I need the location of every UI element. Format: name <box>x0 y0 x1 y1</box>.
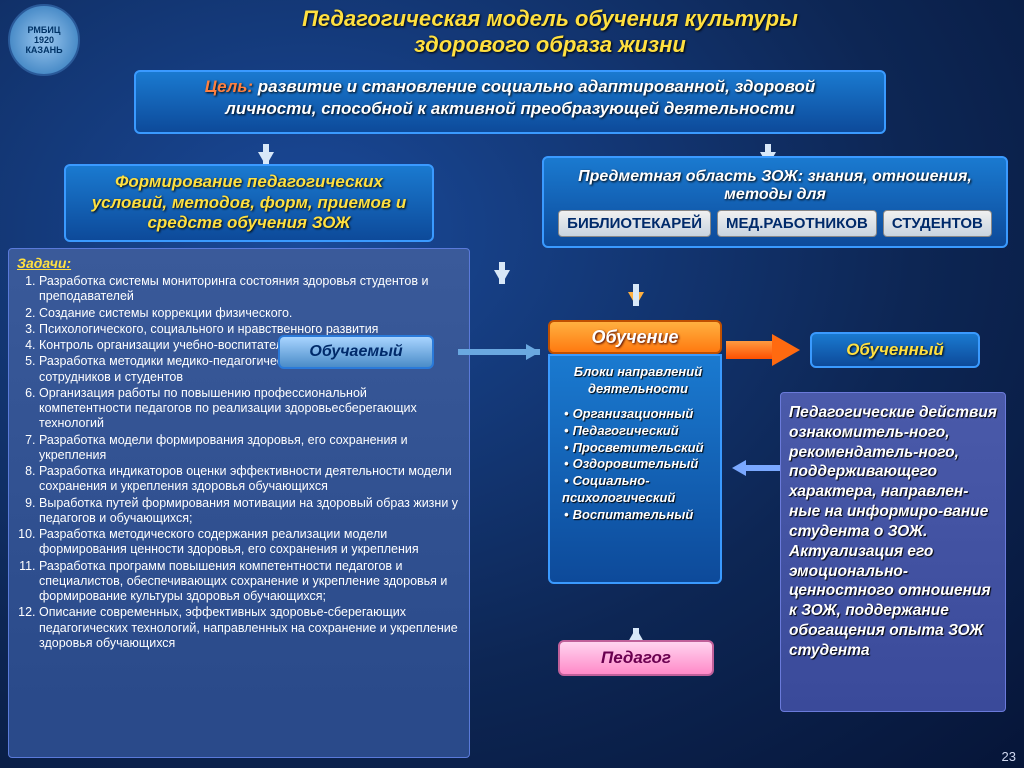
subject-head: Предметная область ЗОЖ: знания, отношени… <box>552 168 998 204</box>
learning-item: Организационный <box>562 406 714 423</box>
subject-pills: библиотекарей мед.работников студентов <box>558 210 992 237</box>
learner-text: Обучаемый <box>309 343 402 361</box>
arrow-down-icon <box>494 270 510 284</box>
pill-medworkers: мед.работников <box>717 210 877 237</box>
logo-text-2: 1920 <box>34 35 54 45</box>
ped-actions-box: Педагогические действия ознакомитель-ног… <box>780 392 1006 712</box>
learning-body: Блоки направлений деятельности Организац… <box>548 354 722 584</box>
task-item: Создание системы коррекции физического. <box>39 306 461 321</box>
task-item: Разработка программ повышения компетентн… <box>39 559 461 605</box>
learning-title: Обучение <box>591 327 678 348</box>
arrow-right-icon <box>526 344 540 360</box>
formation-box: Формирование педагогических условий, мет… <box>64 164 434 242</box>
tasks-list: Разработка системы мониторинга состояния… <box>17 274 461 651</box>
logo-text-1: РМБИЦ <box>28 25 61 35</box>
teacher-text: Педагог <box>601 648 671 668</box>
learning-sub: Блоки направлений деятельности <box>562 364 714 398</box>
learned-box: Обученный <box>810 332 980 368</box>
task-item: Разработка методического содержания реал… <box>39 527 461 558</box>
learning-item: Педагогический <box>562 423 714 440</box>
slide-title: Педагогическая модель обучения культуры … <box>260 6 840 59</box>
ped-actions-text: Педагогические действия ознакомитель-ног… <box>789 404 997 659</box>
task-item: Разработка модели формирования здоровья,… <box>39 433 461 464</box>
task-item: Разработка индикаторов оценки эффективно… <box>39 464 461 495</box>
task-item: Описание современных, эффективных здоров… <box>39 605 461 651</box>
logo-text-3: КАЗАНЬ <box>25 45 62 55</box>
learning-list: ОрганизационныйПедагогическийПросветител… <box>562 406 714 524</box>
learning-item: Воспитательный <box>562 507 714 524</box>
learned-text: Обученный <box>846 340 944 360</box>
tasks-panel: Задачи: Разработка системы мониторинга с… <box>8 248 470 758</box>
task-item: Разработка системы мониторинга состояния… <box>39 274 461 305</box>
learner-box: Обучаемый <box>278 335 434 369</box>
arrow-left-icon <box>732 460 746 476</box>
slide-number: 23 <box>1002 749 1016 764</box>
learning-item: Просветительский <box>562 440 714 457</box>
logo: РМБИЦ 1920 КАЗАНЬ <box>8 4 80 76</box>
task-item: Выработка путей формирования мотивации н… <box>39 496 461 527</box>
teacher-box: Педагог <box>558 640 714 676</box>
formation-text: Формирование педагогических условий, мет… <box>76 172 422 233</box>
pill-students: студентов <box>883 210 992 237</box>
pill-librarians: библиотекарей <box>558 210 711 237</box>
goal-label: Цель: <box>205 77 253 96</box>
learning-item: Социально-психологический <box>562 473 714 507</box>
subject-box: Предметная область ЗОЖ: знания, отношени… <box>542 156 1008 248</box>
learning-item: Оздоровительный <box>562 456 714 473</box>
arrow-down-icon <box>628 292 644 306</box>
learning-header: Обучение <box>548 320 722 354</box>
arrow-big-right-icon <box>726 334 802 366</box>
task-item: Организация работы по повышению професси… <box>39 386 461 432</box>
tasks-header: Задачи: <box>17 255 461 272</box>
goal-box: Цель: развитие и становление социально а… <box>134 70 886 134</box>
goal-text: развитие и становление социально адаптир… <box>225 77 815 118</box>
